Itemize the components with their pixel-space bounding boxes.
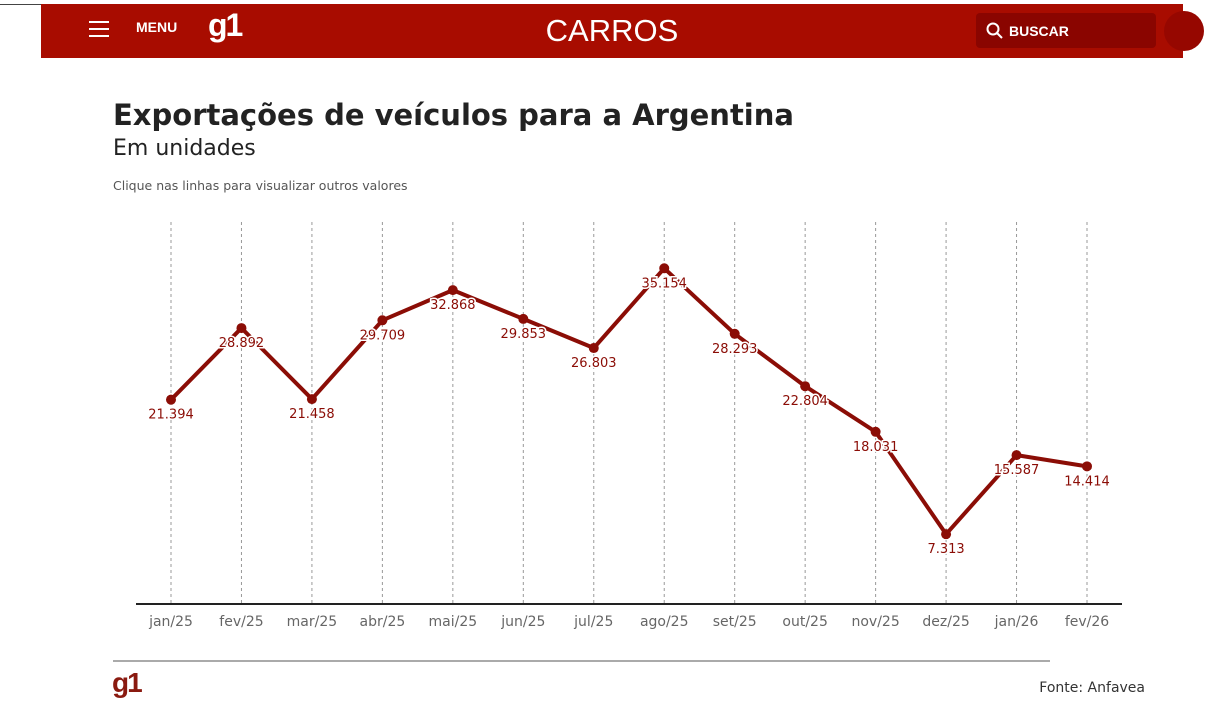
search-label: BUSCAR [1009, 23, 1069, 39]
x-tick-label: fev/26 [1065, 614, 1109, 630]
data-point[interactable] [236, 323, 247, 334]
data-label: 28.293 [712, 342, 758, 357]
footer-g1-logo: g1 [112, 667, 143, 698]
data-point[interactable] [377, 315, 388, 326]
data-label: 29.709 [360, 328, 406, 343]
data-point[interactable] [518, 313, 529, 324]
x-tick-label: mar/25 [287, 614, 338, 630]
menu-button[interactable]: MENU [136, 19, 178, 35]
data-label: 28.892 [219, 336, 265, 351]
x-tick-label: jul/25 [573, 614, 613, 630]
source-note: Fonte: Anfavea [1039, 680, 1145, 696]
data-label: 32.868 [430, 298, 476, 313]
data-label: 22.804 [782, 394, 828, 409]
x-tick-label: set/25 [713, 614, 757, 630]
data-point[interactable] [659, 263, 670, 274]
user-avatar[interactable] [1164, 11, 1204, 51]
x-tick-label: dez/25 [922, 614, 969, 630]
data-label: 35.154 [641, 276, 687, 291]
data-label: 7.313 [927, 542, 964, 557]
data-point[interactable] [306, 394, 317, 405]
x-tick-label: abr/25 [360, 614, 406, 630]
data-point[interactable] [729, 328, 740, 339]
data-point[interactable] [870, 426, 881, 437]
data-label: 14.414 [1064, 474, 1110, 489]
search-icon [986, 22, 1003, 39]
page-edge [0, 4, 41, 59]
data-point[interactable] [800, 381, 811, 392]
chart-subtitle: Em unidades [113, 136, 256, 161]
data-label: 26.803 [571, 356, 617, 371]
hamburger-menu-icon[interactable] [89, 21, 109, 37]
x-tick-label: fev/25 [219, 614, 263, 630]
data-point[interactable] [1011, 450, 1022, 461]
x-tick-label: nov/25 [851, 614, 899, 630]
x-tick-label: out/25 [782, 614, 827, 630]
data-point[interactable] [941, 529, 952, 540]
section-title[interactable]: CARROS [545, 13, 679, 48]
x-tick-label: ago/25 [640, 614, 689, 630]
data-point[interactable] [588, 343, 599, 354]
x-tick-label: jan/25 [148, 614, 193, 630]
search-button[interactable]: BUSCAR [976, 13, 1156, 48]
data-point[interactable] [1082, 461, 1092, 472]
x-tick-label: jan/26 [994, 614, 1039, 630]
data-label: 21.458 [289, 407, 335, 422]
x-tick-label: jun/25 [500, 614, 545, 630]
data-point[interactable] [166, 394, 176, 405]
x-tick-label: mai/25 [429, 614, 478, 630]
data-label: 18.031 [853, 440, 899, 455]
g1-logo[interactable]: g1 [208, 7, 243, 43]
series-line[interactable] [169, 266, 1088, 537]
data-label: 15.587 [994, 463, 1040, 478]
data-label: 21.394 [148, 408, 194, 423]
chart-title: Exportações de veículos para a Argentina [113, 98, 794, 132]
footer-divider [113, 660, 1050, 662]
top-navbar: MENU g1 CARROS BUSCAR [41, 4, 1204, 58]
data-label: 29.853 [501, 327, 547, 342]
chart-hint: Clique nas linhas para visualizar outros… [113, 178, 408, 193]
data-point[interactable] [447, 285, 458, 296]
